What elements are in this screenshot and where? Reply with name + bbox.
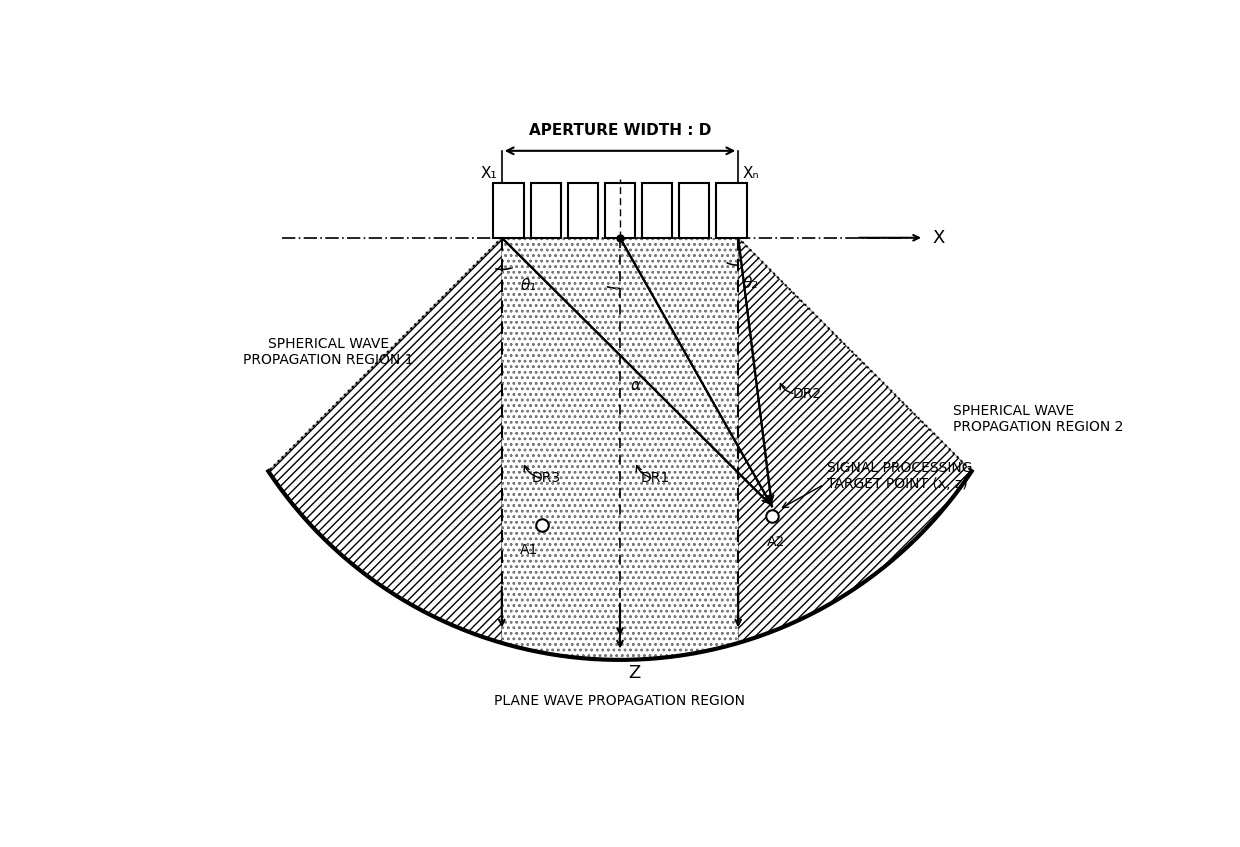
Text: APERTURE WIDTH : D: APERTURE WIDTH : D bbox=[528, 123, 712, 138]
Text: X: X bbox=[932, 229, 945, 246]
Polygon shape bbox=[494, 183, 523, 238]
Polygon shape bbox=[605, 183, 635, 238]
Polygon shape bbox=[717, 183, 746, 238]
Text: θ₁: θ₁ bbox=[521, 279, 536, 293]
Text: DR1: DR1 bbox=[641, 472, 671, 485]
Polygon shape bbox=[531, 183, 560, 238]
Text: X₁: X₁ bbox=[481, 166, 497, 181]
Text: SIGNAL PROCESSING
TARGET POINT (x, z): SIGNAL PROCESSING TARGET POINT (x, z) bbox=[827, 461, 972, 491]
Text: A2: A2 bbox=[768, 535, 785, 549]
Text: A1: A1 bbox=[520, 544, 538, 557]
Text: PLANE WAVE PROPAGATION REGION: PLANE WAVE PROPAGATION REGION bbox=[495, 694, 745, 707]
Polygon shape bbox=[642, 183, 672, 238]
Text: α: α bbox=[630, 378, 640, 393]
Text: DR2: DR2 bbox=[794, 387, 822, 401]
Text: Xₙ: Xₙ bbox=[743, 166, 759, 181]
Polygon shape bbox=[680, 183, 709, 238]
Polygon shape bbox=[568, 183, 598, 238]
Text: DR3: DR3 bbox=[532, 472, 560, 485]
Text: SPHERICAL WAVE
PROPAGATION REGION 2: SPHERICAL WAVE PROPAGATION REGION 2 bbox=[954, 404, 1123, 435]
Text: θ₂: θ₂ bbox=[743, 276, 758, 291]
Text: Z: Z bbox=[629, 664, 641, 682]
Text: SPHERICAL WAVE
PROPAGATION REGION 1: SPHERICAL WAVE PROPAGATION REGION 1 bbox=[243, 336, 414, 367]
